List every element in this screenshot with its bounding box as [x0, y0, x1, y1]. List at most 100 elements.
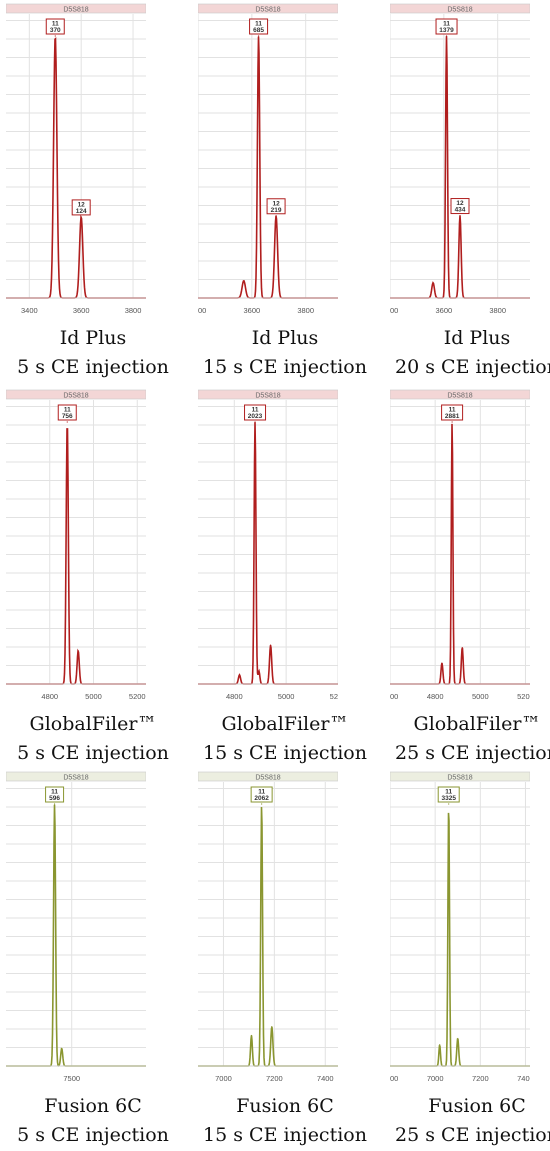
x-tick-label: 3600: [244, 306, 261, 315]
locus-title-bar: [390, 771, 530, 782]
peak-apex: [80, 216, 82, 218]
allele-height: 370: [50, 27, 61, 34]
chemistry-label: Fusion 6C: [428, 1095, 526, 1117]
x-tick-label: 3800: [297, 306, 314, 315]
x-tick-label: 7500: [63, 1074, 80, 1083]
allele-height: 685: [253, 27, 264, 34]
peak-apex: [257, 35, 260, 37]
x-tick-label: 7400: [517, 1074, 530, 1083]
peak-apex: [238, 674, 241, 676]
allele-height: 2023: [248, 413, 263, 420]
chemistry-label: Id Plus: [251, 327, 319, 349]
allele-height: 2881: [445, 413, 460, 420]
panel-caption: Fusion 6C 15 s CE injection: [192, 1092, 378, 1150]
signal-trace: [390, 812, 530, 1067]
allele-height: 3325: [441, 795, 456, 802]
locus-title: D5S818: [447, 393, 472, 400]
allele-name: 11: [51, 789, 58, 796]
panel-caption: GlobalFiler™ 5 s CE injection: [0, 710, 186, 768]
peak-apex: [66, 421, 68, 423]
panel-caption: Fusion 6C 25 s CE injection: [384, 1092, 550, 1150]
signal-trace: [198, 422, 338, 685]
x-tick-label: 5000: [472, 692, 489, 701]
locus-title-bar: [6, 3, 146, 14]
peak-apex: [461, 647, 463, 649]
locus-title-bar: [198, 3, 338, 14]
x-tick-label: 5200: [129, 692, 146, 701]
injection-label: 15 s CE injection: [203, 356, 367, 378]
locus-title-bar: [390, 3, 530, 14]
injection-label: 5 s CE injection: [17, 356, 169, 378]
locus-title-bar: [198, 771, 338, 782]
allele-name: 11: [258, 789, 265, 796]
allele-height: 434: [455, 207, 466, 214]
panel-caption: GlobalFiler™ 25 s CE injection: [384, 710, 550, 768]
injection-label: 15 s CE injection: [203, 742, 367, 764]
injection-label: 15 s CE injection: [203, 1124, 367, 1146]
x-tick-label: 4800: [427, 692, 444, 701]
x-tick-label: 4800: [41, 692, 58, 701]
x-tick-label: 7000: [427, 1074, 444, 1083]
x-tick-label: 7000: [215, 1074, 232, 1083]
x-tick-label: 4600: [390, 692, 398, 701]
peak-apex: [250, 1034, 253, 1037]
x-tick-label: 5000: [278, 692, 295, 701]
injection-label: 25 s CE injection: [395, 1124, 550, 1146]
peak-apex: [269, 644, 272, 646]
allele-height: 596: [49, 795, 60, 802]
x-tick-label: 3800: [489, 306, 506, 315]
x-tick-label: 6800: [390, 1074, 398, 1083]
panel-caption: Id Plus 15 s CE injection: [192, 324, 378, 382]
locus-title: D5S818: [255, 775, 280, 782]
signal-trace: [6, 428, 146, 685]
panel-caption: GlobalFiler™ 15 s CE injection: [192, 710, 378, 768]
x-tick-label: 3800: [125, 306, 142, 315]
locus-title: D5S818: [255, 7, 280, 14]
x-tick-label: 4800: [226, 692, 243, 701]
x-tick-label: 3400: [21, 306, 38, 315]
locus-title: D5S818: [63, 393, 88, 400]
allele-name: 12: [456, 200, 464, 207]
locus-title: D5S818: [255, 393, 280, 400]
allele-name: 11: [255, 21, 262, 28]
x-tick-label: 5200: [330, 692, 338, 701]
peak-apex: [271, 1026, 273, 1028]
signal-trace: [390, 423, 530, 685]
panel-caption: Fusion 6C 5 s CE injection: [0, 1092, 186, 1150]
allele-height: 756: [62, 413, 73, 420]
peak-apex: [459, 214, 461, 217]
allele-name: 11: [64, 407, 71, 414]
locus-title: D5S818: [447, 7, 472, 14]
injection-label: 5 s CE injection: [17, 742, 169, 764]
locus-title: D5S818: [447, 775, 472, 782]
chemistry-label: Id Plus: [443, 327, 511, 349]
chemistry-label: GlobalFiler™: [221, 713, 349, 735]
chemistry-label: Id Plus: [59, 327, 127, 349]
panel-caption: Id Plus 20 s CE injection: [384, 324, 550, 382]
allele-name: 11: [449, 407, 456, 414]
locus-title: D5S818: [63, 7, 88, 14]
peak-apex: [445, 35, 448, 37]
chemistry-label: Fusion 6C: [44, 1095, 142, 1117]
locus-title-bar: [6, 389, 146, 400]
peak-apex: [432, 282, 434, 284]
locus-title-bar: [390, 389, 530, 400]
injection-label: 5 s CE injection: [17, 1124, 169, 1146]
peak-apex: [439, 1044, 441, 1046]
allele-name: 12: [78, 201, 86, 208]
